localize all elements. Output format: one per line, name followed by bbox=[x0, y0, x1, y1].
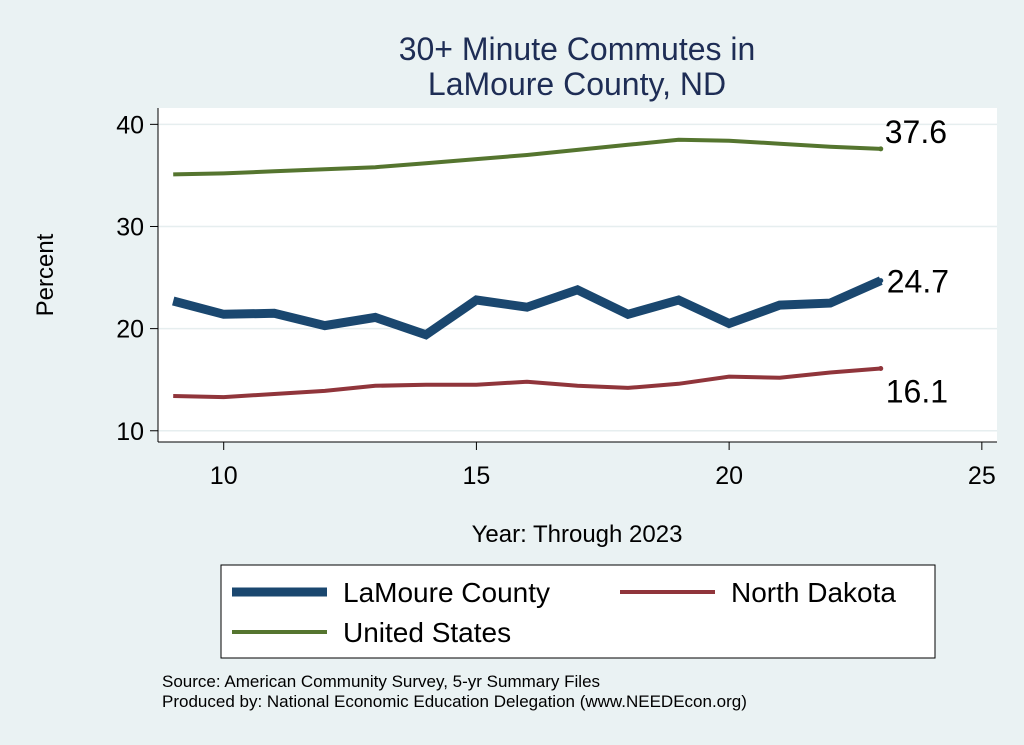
y-tick-label: 40 bbox=[116, 111, 144, 139]
end-point-marker bbox=[878, 365, 884, 371]
y-tick-label: 10 bbox=[116, 418, 144, 446]
source-note: Source: American Community Survey, 5-yr … bbox=[162, 672, 601, 691]
series-line-north-dakota bbox=[173, 366, 881, 400]
series-lines bbox=[172, 137, 884, 400]
end-point-marker bbox=[878, 278, 884, 284]
producer-note: Produced by: National Economic Education… bbox=[162, 692, 747, 711]
y-tick-label: 20 bbox=[116, 316, 144, 344]
legend-label: United States bbox=[343, 617, 511, 648]
x-tick-label: 15 bbox=[463, 462, 491, 490]
axes: 10 20 30 40 10 15 20 25 bbox=[116, 108, 997, 490]
series-line-united-states bbox=[173, 137, 881, 177]
x-axis-label: Year: Through 2023 bbox=[472, 521, 683, 548]
legend: LaMoure County North Dakota United States bbox=[220, 564, 936, 659]
end-label: 37.6 bbox=[885, 114, 947, 150]
chart-title-line: LaMoure County, ND bbox=[428, 66, 726, 102]
end-label: 24.7 bbox=[887, 264, 949, 300]
end-point-marker bbox=[878, 146, 884, 152]
end-labels: 24.7 16.1 37.6 bbox=[885, 114, 949, 410]
legend-label: LaMoure County bbox=[343, 577, 550, 608]
x-tick-label: 10 bbox=[210, 462, 238, 490]
y-axis-label: Percent bbox=[32, 233, 59, 316]
y-tick-label: 30 bbox=[116, 213, 144, 241]
legend-label: North Dakota bbox=[731, 577, 896, 608]
x-tick-label: 20 bbox=[715, 462, 743, 490]
end-label: 16.1 bbox=[886, 373, 948, 409]
legend-box bbox=[220, 564, 936, 659]
chart-title-line: 30+ Minute Commutes in bbox=[399, 31, 756, 67]
gridlines bbox=[158, 123, 997, 432]
x-tick-label: 25 bbox=[968, 462, 996, 490]
series-line-lamoure-county bbox=[172, 276, 883, 340]
